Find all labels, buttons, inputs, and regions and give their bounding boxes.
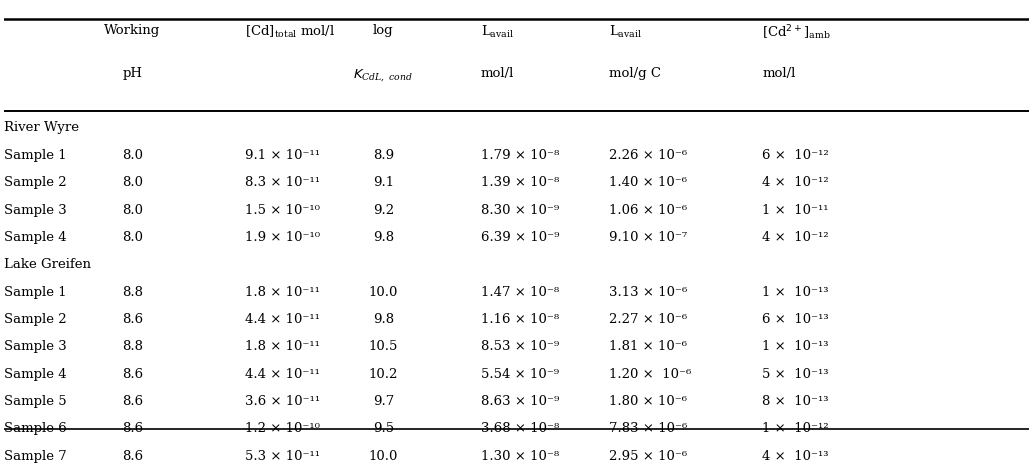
Text: 3.13 × 10⁻⁶: 3.13 × 10⁻⁶ [608, 286, 687, 299]
Text: Sample 7: Sample 7 [4, 450, 67, 463]
Text: 8.0: 8.0 [122, 149, 143, 162]
Text: 1.79 × 10⁻⁸: 1.79 × 10⁻⁸ [480, 149, 559, 162]
Text: Lake Greifen: Lake Greifen [4, 258, 91, 271]
Text: 1.30 × 10⁻⁸: 1.30 × 10⁻⁸ [480, 450, 559, 463]
Text: mol/g C: mol/g C [608, 67, 661, 80]
Text: 8.6: 8.6 [122, 395, 143, 408]
Text: Sample 5: Sample 5 [4, 395, 67, 408]
Text: mol/l: mol/l [480, 67, 514, 80]
Text: 9.1: 9.1 [373, 176, 394, 189]
Text: 9.5: 9.5 [373, 423, 394, 435]
Text: 1.80 × 10⁻⁶: 1.80 × 10⁻⁶ [608, 395, 687, 408]
Text: Sample 3: Sample 3 [4, 340, 67, 353]
Text: [Cd]$_\mathregular{total}$ mol/l: [Cd]$_\mathregular{total}$ mol/l [245, 24, 336, 40]
Text: 8.9: 8.9 [373, 149, 394, 162]
Text: 8.8: 8.8 [122, 286, 143, 299]
Text: 8 ×  10⁻¹³: 8 × 10⁻¹³ [762, 395, 828, 408]
Text: Sample 6: Sample 6 [4, 423, 67, 435]
Text: 10.2: 10.2 [369, 368, 398, 381]
Text: 8.3 × 10⁻¹¹: 8.3 × 10⁻¹¹ [245, 176, 320, 189]
Text: 3.68 × 10⁻⁸: 3.68 × 10⁻⁸ [480, 423, 559, 435]
Text: 5.3 × 10⁻¹¹: 5.3 × 10⁻¹¹ [245, 450, 320, 463]
Text: 10.0: 10.0 [369, 286, 398, 299]
Text: 9.7: 9.7 [373, 395, 394, 408]
Text: 1.20 ×  10⁻⁶: 1.20 × 10⁻⁶ [608, 368, 691, 381]
Text: 1.40 × 10⁻⁶: 1.40 × 10⁻⁶ [608, 176, 687, 189]
Text: 1 ×  10⁻¹³: 1 × 10⁻¹³ [762, 340, 828, 353]
Text: 8.30 × 10⁻⁹: 8.30 × 10⁻⁹ [480, 204, 559, 217]
Text: 2.27 × 10⁻⁶: 2.27 × 10⁻⁶ [608, 313, 687, 326]
Text: log: log [373, 24, 394, 37]
Text: 9.1 × 10⁻¹¹: 9.1 × 10⁻¹¹ [245, 149, 320, 162]
Text: River Wyre: River Wyre [4, 121, 80, 134]
Text: Sample 4: Sample 4 [4, 231, 67, 244]
Text: 6.39 × 10⁻⁹: 6.39 × 10⁻⁹ [480, 231, 559, 244]
Text: 1.47 × 10⁻⁸: 1.47 × 10⁻⁸ [480, 286, 559, 299]
Text: 4 ×  10⁻¹³: 4 × 10⁻¹³ [762, 450, 828, 463]
Text: pH: pH [122, 67, 143, 80]
Text: 1 ×  10⁻¹¹: 1 × 10⁻¹¹ [762, 204, 828, 217]
Text: 9.8: 9.8 [373, 313, 394, 326]
Text: 1 ×  10⁻¹³: 1 × 10⁻¹³ [762, 286, 828, 299]
Text: 3.6 × 10⁻¹¹: 3.6 × 10⁻¹¹ [245, 395, 320, 408]
Text: 6 ×  10⁻¹²: 6 × 10⁻¹² [762, 149, 829, 162]
Text: 4 ×  10⁻¹²: 4 × 10⁻¹² [762, 231, 829, 244]
Text: 2.26 × 10⁻⁶: 2.26 × 10⁻⁶ [608, 149, 687, 162]
Text: 8.0: 8.0 [122, 231, 143, 244]
Text: 7.83 × 10⁻⁶: 7.83 × 10⁻⁶ [608, 423, 687, 435]
Text: 1.06 × 10⁻⁶: 1.06 × 10⁻⁶ [608, 204, 687, 217]
Text: 1.8 × 10⁻¹¹: 1.8 × 10⁻¹¹ [245, 340, 320, 353]
Text: 8.0: 8.0 [122, 204, 143, 217]
Text: 8.6: 8.6 [122, 313, 143, 326]
Text: $K_\mathregular{CdL,\ cond}$: $K_\mathregular{CdL,\ cond}$ [353, 67, 413, 83]
Text: 1.16 × 10⁻⁸: 1.16 × 10⁻⁸ [480, 313, 559, 326]
Text: 1.39 × 10⁻⁸: 1.39 × 10⁻⁸ [480, 176, 559, 189]
Text: 8.6: 8.6 [122, 450, 143, 463]
Text: 1.8 × 10⁻¹¹: 1.8 × 10⁻¹¹ [245, 286, 320, 299]
Text: 9.8: 9.8 [373, 231, 394, 244]
Text: 5 ×  10⁻¹³: 5 × 10⁻¹³ [762, 368, 828, 381]
Text: Sample 1: Sample 1 [4, 286, 67, 299]
Text: 1.2 × 10⁻¹⁰: 1.2 × 10⁻¹⁰ [245, 423, 320, 435]
Text: 8.6: 8.6 [122, 368, 143, 381]
Text: 10.0: 10.0 [369, 450, 398, 463]
Text: 6 ×  10⁻¹³: 6 × 10⁻¹³ [762, 313, 829, 326]
Text: Working: Working [104, 24, 160, 37]
Text: 1.81 × 10⁻⁶: 1.81 × 10⁻⁶ [608, 340, 687, 353]
Text: 5.54 × 10⁻⁹: 5.54 × 10⁻⁹ [480, 368, 559, 381]
Text: L$_\mathregular{avail}$: L$_\mathregular{avail}$ [608, 24, 641, 40]
Text: mol/l: mol/l [762, 67, 795, 80]
Text: Sample 1: Sample 1 [4, 149, 67, 162]
Text: Sample 2: Sample 2 [4, 176, 67, 189]
Text: 1.5 × 10⁻¹⁰: 1.5 × 10⁻¹⁰ [245, 204, 320, 217]
Text: [Cd$^{2+}$]$_\mathregular{amb}$: [Cd$^{2+}$]$_\mathregular{amb}$ [762, 24, 832, 42]
Text: 9.10 × 10⁻⁷: 9.10 × 10⁻⁷ [608, 231, 687, 244]
Text: 1 ×  10⁻¹²: 1 × 10⁻¹² [762, 423, 829, 435]
Text: 10.5: 10.5 [369, 340, 398, 353]
Text: L$_\mathregular{avail}$: L$_\mathregular{avail}$ [480, 24, 513, 40]
Text: 2.95 × 10⁻⁶: 2.95 × 10⁻⁶ [608, 450, 687, 463]
Text: Sample 4: Sample 4 [4, 368, 67, 381]
Text: Sample 2: Sample 2 [4, 313, 67, 326]
Text: 4.4 × 10⁻¹¹: 4.4 × 10⁻¹¹ [245, 313, 320, 326]
Text: Sample 3: Sample 3 [4, 204, 67, 217]
Text: 4.4 × 10⁻¹¹: 4.4 × 10⁻¹¹ [245, 368, 320, 381]
Text: 8.53 × 10⁻⁹: 8.53 × 10⁻⁹ [480, 340, 559, 353]
Text: 8.0: 8.0 [122, 176, 143, 189]
Text: 8.6: 8.6 [122, 423, 143, 435]
Text: 9.2: 9.2 [373, 204, 394, 217]
Text: 8.63 × 10⁻⁹: 8.63 × 10⁻⁹ [480, 395, 559, 408]
Text: 4 ×  10⁻¹²: 4 × 10⁻¹² [762, 176, 829, 189]
Text: 1.9 × 10⁻¹⁰: 1.9 × 10⁻¹⁰ [245, 231, 320, 244]
Text: 8.8: 8.8 [122, 340, 143, 353]
